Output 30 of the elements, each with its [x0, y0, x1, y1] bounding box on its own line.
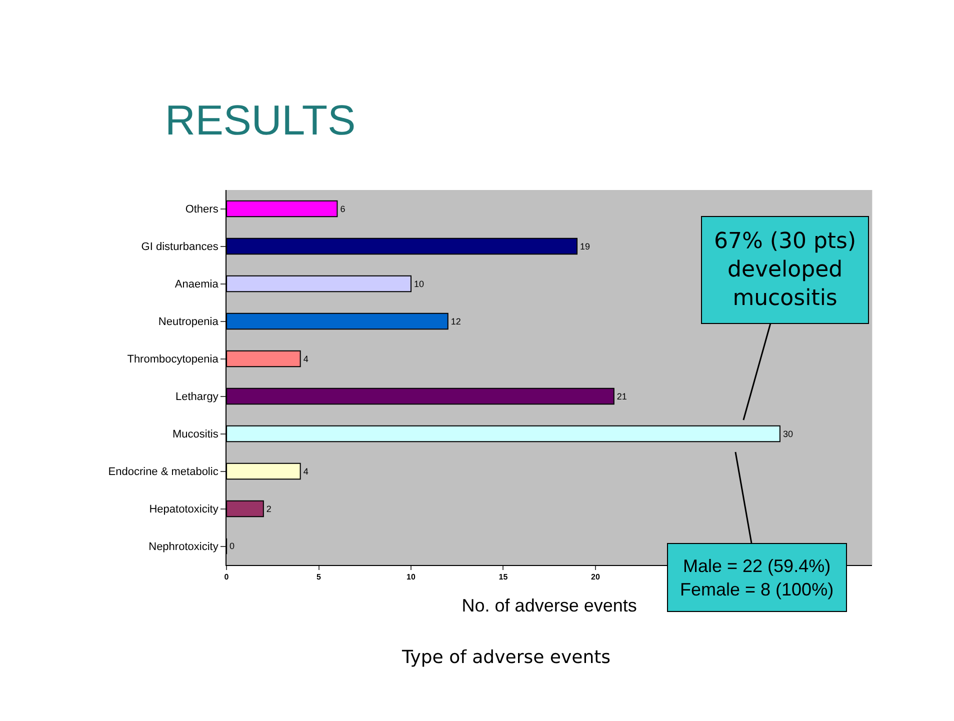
y-tick-label: Mucositis: [172, 428, 219, 441]
y-tick-label: Nephrotoxicity: [148, 541, 219, 554]
x-tick-label: 10: [406, 572, 416, 582]
annotation: 67% (30 pts) developed mucositis: [714, 229, 856, 312]
data-label: 30: [782, 428, 793, 439]
data-label: 10: [414, 278, 424, 289]
data-label: 4: [303, 354, 308, 364]
y-tick-label: Endocrine & metabolic: [108, 466, 219, 478]
x-axis-title: No. of adverse events: [462, 596, 637, 616]
x-tick-label: 5: [316, 572, 322, 582]
y-tick-label: Thrombocytopenia: [127, 354, 220, 366]
data-label: 4: [303, 466, 308, 476]
text: Type of adverse events: [401, 647, 611, 668]
annotation: Male = 22 (59.4%) Female = 8 (100%): [680, 556, 834, 600]
x-tick-label: 15: [498, 572, 508, 582]
y-tick-label: Lethargy: [176, 391, 219, 404]
data-label: 19: [580, 241, 590, 252]
y-tick-label: Hepatotoxicity: [149, 504, 219, 516]
data-label: 0: [230, 541, 235, 552]
data-label: 2: [266, 504, 272, 514]
y-tick-label: Neutropenia: [158, 316, 220, 328]
x-tick-label: 0: [224, 572, 230, 582]
y-tick-label: GI disturbances: [141, 241, 219, 254]
data-label: 6: [340, 204, 346, 214]
x-tick-label: 20: [591, 572, 600, 582]
y-tick-label: Anaemia: [174, 278, 220, 291]
chart-title: RESULTS: [165, 96, 356, 144]
data-label: 21: [616, 391, 627, 402]
data-label: 12: [450, 316, 461, 326]
y-tick-label: Others: [185, 204, 219, 216]
